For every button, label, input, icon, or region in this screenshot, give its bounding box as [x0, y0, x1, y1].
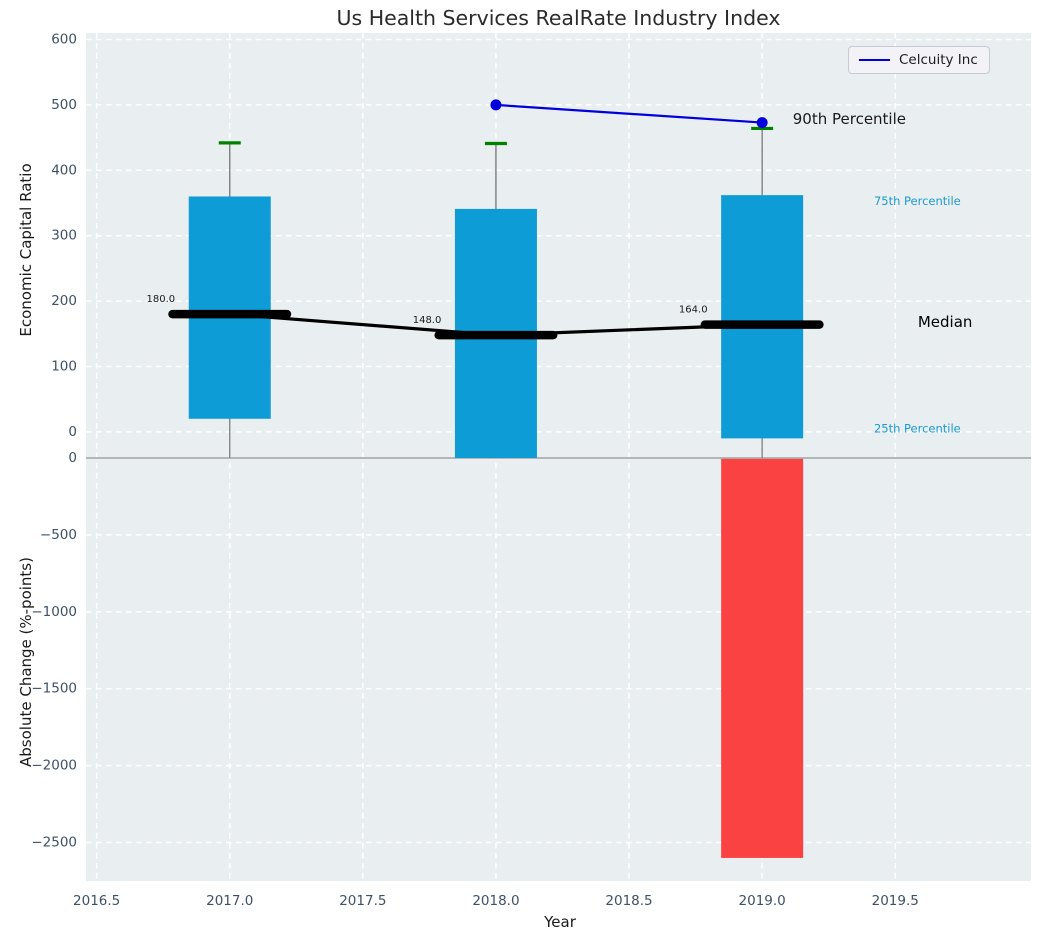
y-tick-label-top: 300	[51, 228, 77, 244]
annotation-25th-percentile: 25th Percentile	[874, 422, 961, 436]
median-value-label-2018: 148.0	[413, 315, 442, 326]
y-axis-label-bottom: Absolute Change (%-points)	[17, 557, 35, 767]
x-tick-label: 2018.5	[605, 893, 652, 909]
y-tick-label-top: 100	[51, 358, 77, 374]
y-tick-label-top: 500	[51, 97, 77, 113]
median-value-label-2019: 164.0	[679, 305, 708, 316]
celcuity-point-2019	[756, 117, 768, 129]
celcuity-point-2018	[490, 99, 502, 111]
y-tick-label-top: 600	[51, 32, 77, 48]
y-tick-label-bottom: −2000	[31, 758, 77, 774]
box-2017	[188, 196, 271, 419]
y-tick-label-bottom: −2500	[31, 835, 77, 851]
y-tick-label-bottom: −1000	[31, 604, 77, 620]
annotation-75th-percentile: 75th Percentile	[874, 194, 961, 208]
celcuity-line	[495, 103, 763, 124]
y-tick-label-top: 400	[51, 162, 77, 178]
y-tick-label-bottom: −500	[40, 527, 77, 543]
median-value-label-2017: 180.0	[147, 294, 176, 305]
x-tick-label: 2018.0	[472, 893, 519, 909]
y-tick-label-bottom: −1500	[31, 681, 77, 697]
annotation-90th-percentile: 90th Percentile	[793, 110, 906, 128]
x-tick-label: 2017.0	[206, 893, 253, 909]
y-tick-label-top: 0	[68, 424, 77, 440]
y-tick-label-top: 200	[51, 293, 77, 309]
plot-background	[86, 33, 1031, 881]
box-2019	[721, 195, 804, 439]
legend: Celcuity Inc	[848, 46, 990, 74]
x-tick-label: 2016.5	[73, 893, 120, 909]
legend-label: Celcuity Inc	[899, 52, 978, 68]
x-axis-label: Year	[544, 913, 576, 931]
x-tick-label: 2019.0	[739, 893, 786, 909]
y-tick-label-bottom: 0	[68, 450, 77, 466]
annotation-median: Median	[918, 313, 973, 331]
y-axis-label-top: Economic Capital Ratio	[17, 163, 35, 337]
chart-title: Us Health Services RealRate Industry Ind…	[336, 6, 781, 30]
legend-line-sample-icon	[859, 59, 890, 61]
change-bar-2019	[721, 458, 804, 858]
x-tick-label: 2019.5	[872, 893, 919, 909]
x-tick-label: 2017.5	[339, 893, 386, 909]
